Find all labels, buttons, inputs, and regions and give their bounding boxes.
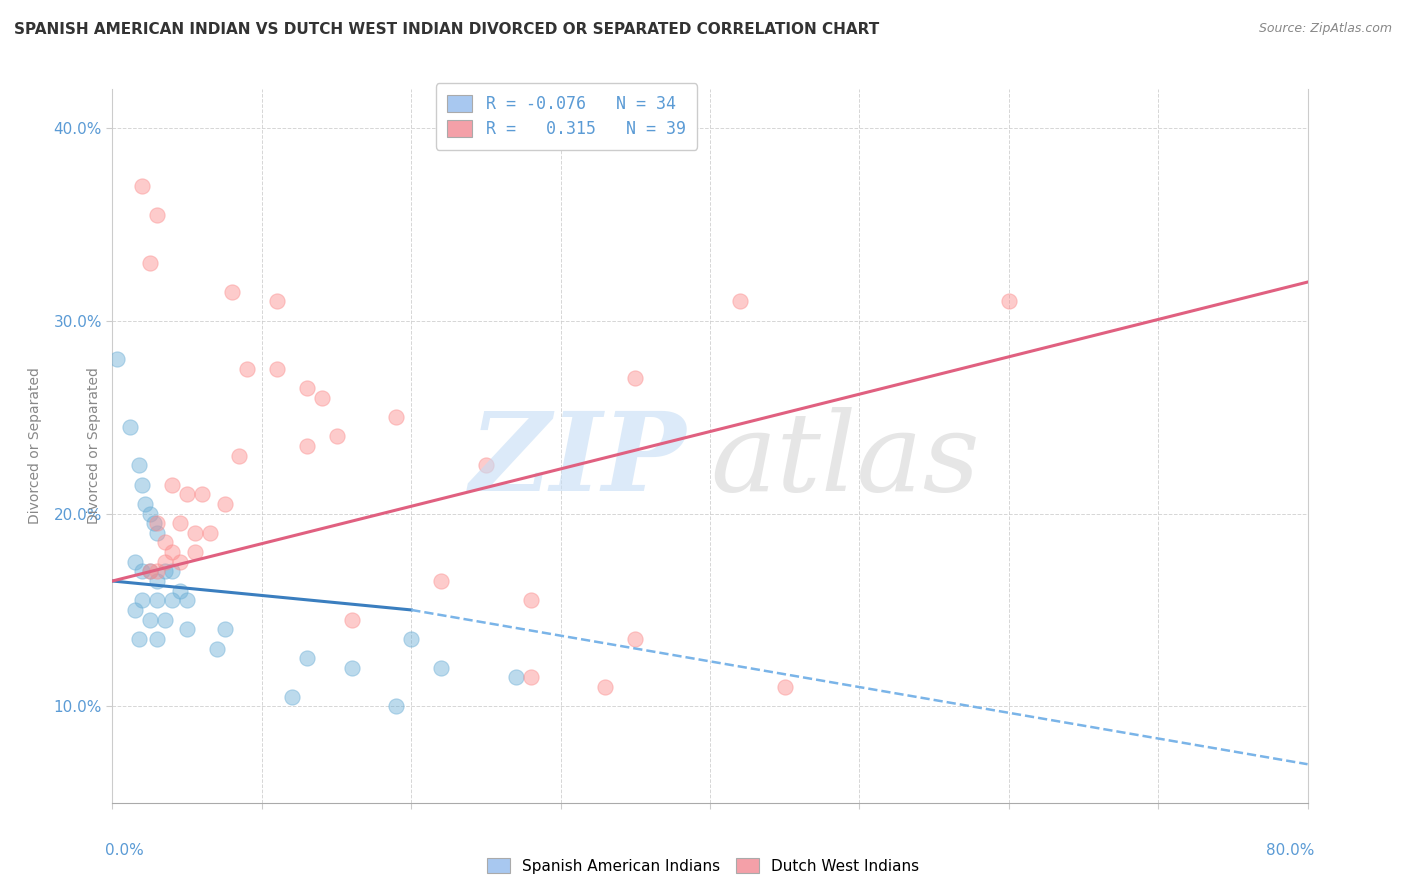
Text: 80.0%: 80.0% [1267,843,1315,858]
Point [430,574,453,588]
Point [124,555,146,569]
Point [143,516,166,530]
Point [266,294,288,309]
Point [131,477,153,491]
Point [176,487,198,501]
Point [624,371,647,385]
Text: Source: ZipAtlas.com: Source: ZipAtlas.com [1258,22,1392,36]
Point [998,294,1021,309]
Point [295,439,318,453]
Point [139,613,162,627]
Point [340,661,363,675]
Point [385,699,408,714]
Point [205,641,228,656]
Point [146,632,169,646]
Point [191,487,214,501]
Point [169,516,191,530]
Point [146,593,169,607]
Point [295,381,318,395]
Text: atlas: atlas [710,407,980,514]
Point [153,613,176,627]
Point [128,458,150,473]
Point [139,565,162,579]
Point [162,477,183,491]
Point [153,535,176,549]
Point [139,256,162,270]
Point [124,603,146,617]
Legend: Spanish American Indians, Dutch West Indians: Spanish American Indians, Dutch West Ind… [481,852,925,880]
Point [183,545,205,559]
Point [153,565,176,579]
Point [134,497,156,511]
Text: 0.0%: 0.0% [105,843,145,858]
Point [162,545,183,559]
Point [183,525,205,540]
Point [385,410,408,425]
Point [505,670,527,684]
Point [146,516,169,530]
Point [266,362,288,376]
Point [146,574,169,588]
Point [146,565,169,579]
Point [595,680,617,694]
Point [728,294,751,309]
Point [146,208,169,222]
Point [773,680,796,694]
Point [228,449,250,463]
Point [139,565,162,579]
Point [128,632,150,646]
Legend: R = -0.076   N = 34, R =   0.315   N = 39: R = -0.076 N = 34, R = 0.315 N = 39 [436,83,697,150]
Point [131,593,153,607]
Point [221,285,243,299]
Y-axis label: Divorced or Separated: Divorced or Separated [28,368,42,524]
Point [162,565,183,579]
Point [120,419,142,434]
Point [325,429,347,443]
Point [475,458,498,473]
Point [236,362,259,376]
Point [131,565,153,579]
Point [146,525,169,540]
Point [169,555,191,569]
Point [131,178,153,193]
Point [169,583,191,598]
Point [624,632,647,646]
Point [281,690,304,704]
Point [214,622,236,636]
Point [105,352,128,367]
Point [176,593,198,607]
Point [198,525,221,540]
Point [176,622,198,636]
Point [162,593,183,607]
Y-axis label: Divorced or Separated: Divorced or Separated [87,368,101,524]
Point [520,670,543,684]
Point [153,555,176,569]
Text: SPANISH AMERICAN INDIAN VS DUTCH WEST INDIAN DIVORCED OR SEPARATED CORRELATION C: SPANISH AMERICAN INDIAN VS DUTCH WEST IN… [14,22,879,37]
Point [430,661,453,675]
Point [139,507,162,521]
Point [214,497,236,511]
Point [295,651,318,665]
Point [311,391,333,405]
Point [520,593,543,607]
Text: ZIP: ZIP [470,407,686,514]
Point [340,613,363,627]
Point [401,632,423,646]
